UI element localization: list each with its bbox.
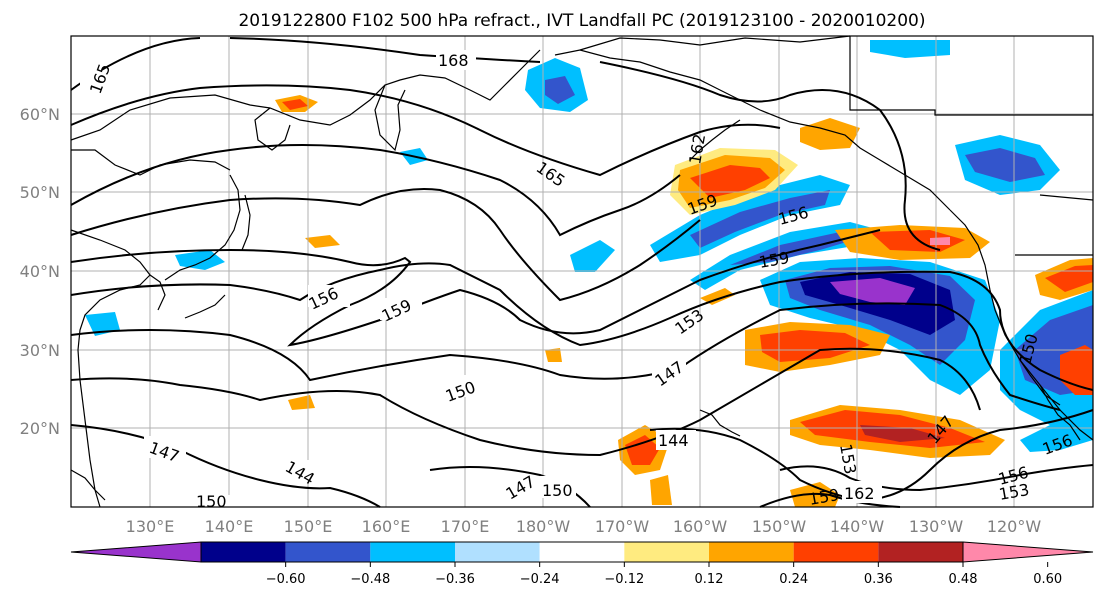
negative-anomaly-region: [730, 232, 860, 265]
colorbar-tick-label: 0.60: [1033, 572, 1062, 587]
colorbar-tick-label: −0.60: [266, 572, 306, 587]
contour-label-bg: [144, 436, 186, 458]
contour-label-bg: [308, 285, 350, 307]
contour-label-bg: [444, 375, 484, 397]
positive-anomaly-region: [545, 348, 562, 362]
colorbar-segment: [455, 542, 540, 562]
contour-label: 150: [542, 481, 573, 500]
negative-anomaly-region: [690, 190, 830, 248]
lon-label: 130°E: [126, 517, 175, 536]
colorbar-segment: [793, 542, 879, 562]
colorbar-segment: [201, 542, 286, 562]
lon-label: 160°E: [362, 517, 411, 536]
negative-anomaly-region: [570, 240, 615, 272]
map-frame: [70, 35, 1094, 508]
contour-label: 150: [196, 492, 227, 511]
colorbar-tick-label: −0.24: [520, 572, 560, 587]
lat-label: 40°N: [20, 262, 60, 281]
lon-label: 170°W: [595, 517, 650, 536]
positive-anomaly-region: [800, 118, 860, 150]
positive-anomaly-region: [930, 237, 950, 245]
figure-title: 2019122800 F102 500 hPa refract., IVT La…: [238, 11, 925, 31]
lon-label: 130°W: [909, 517, 964, 536]
negative-anomaly-region: [85, 312, 120, 336]
lon-label: 140°W: [830, 517, 885, 536]
negative-anomaly-region: [175, 250, 225, 270]
lat-label: 60°N: [20, 105, 60, 124]
positive-anomaly-region: [860, 425, 945, 442]
colorbar-segment: [878, 542, 963, 562]
latitude-labels: 60°N 50°N 40°N 30°N 20°N: [20, 105, 60, 438]
refractivity-contours: [70, 37, 1094, 508]
contour-label-bg: [540, 476, 576, 498]
lon-label: 150°E: [284, 517, 333, 536]
colorbar: −0.60 −0.48 −0.36 −0.24 −0.12 0.12 0.24 0.36 0.4…: [70, 541, 1094, 587]
colorbar-segment: [624, 542, 709, 562]
positive-anomaly-region: [305, 235, 340, 248]
coastlines: [70, 35, 1094, 508]
contour-label-bg: [380, 298, 422, 320]
positive-anomaly-region: [690, 165, 770, 198]
negative-anomaly-region: [545, 76, 575, 104]
negative-anomaly-region: [965, 148, 1045, 182]
contour-label: 162: [844, 484, 875, 503]
positive-anomaly-region: [760, 330, 870, 362]
contour-label-bg: [196, 495, 236, 507]
longitude-labels: 130°E 140°E 150°E 160°E 170°E 180°W 170°…: [126, 517, 1042, 536]
colorbar-segment: [285, 542, 371, 562]
lon-label: 180°W: [516, 517, 571, 536]
colorbar-tick-label: 0.24: [779, 572, 808, 587]
colorbar-tick-label: 0.12: [695, 572, 724, 587]
lat-label: 30°N: [20, 341, 60, 360]
colorbar-tick-label: −0.36: [435, 572, 475, 587]
positive-anomaly-region: [700, 288, 735, 305]
positive-anomaly-region: [650, 475, 672, 505]
contour-label: 144: [658, 431, 689, 450]
negative-anomaly-region: [830, 278, 915, 305]
colorbar-tick-label: −0.48: [350, 572, 390, 587]
lon-label: 140°E: [205, 517, 254, 536]
colorbar-frame: [200, 541, 964, 563]
map-panel: 165 168 165 162 159 156 159 156 159 153 …: [70, 35, 1094, 511]
lon-label: 170°E: [441, 517, 490, 536]
contour-label-bg: [842, 481, 882, 503]
contour-label-bg: [80, 60, 102, 96]
contour-label-bg: [656, 430, 696, 450]
colorbar-segment: [962, 541, 1094, 563]
lon-label: 150°W: [752, 517, 807, 536]
contour-label-bg: [652, 362, 686, 384]
contour-label-bg: [284, 460, 324, 482]
positive-anomaly-region: [870, 230, 965, 252]
lat-label: 50°N: [20, 183, 60, 202]
positive-anomaly-region: [625, 435, 660, 465]
colorbar-tick-label: −0.12: [604, 572, 644, 587]
lon-label: 160°W: [673, 517, 728, 536]
lon-label: 120°W: [987, 517, 1042, 536]
negative-anomaly-region: [870, 40, 950, 58]
lat-label: 20°N: [20, 419, 60, 438]
contour-label-bg: [436, 50, 476, 70]
colorbar-segment: [370, 542, 455, 562]
positive-anomaly-region: [1045, 265, 1093, 292]
colorbar-tick-label: 0.48: [949, 572, 978, 587]
colorbar-segment: [539, 542, 625, 562]
colorbar-tick-label: 0.36: [864, 572, 893, 587]
positive-anomaly-region: [282, 99, 308, 110]
contour-label: 168: [438, 51, 469, 70]
colorbar-segment: [70, 541, 202, 563]
colorbar-segment: [709, 542, 794, 562]
